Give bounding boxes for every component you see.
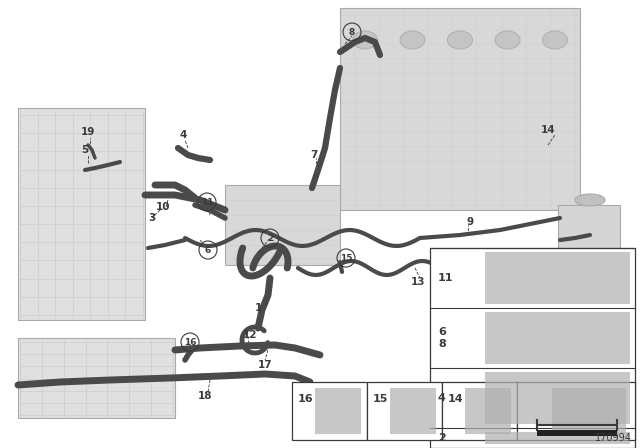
Text: 6
8: 6 8 — [438, 327, 446, 349]
Polygon shape — [225, 185, 340, 265]
Text: 16: 16 — [298, 394, 314, 404]
Text: 4: 4 — [179, 130, 187, 140]
Ellipse shape — [400, 31, 425, 49]
Ellipse shape — [447, 31, 472, 49]
Polygon shape — [18, 338, 175, 418]
Text: 18: 18 — [198, 391, 212, 401]
Text: 4: 4 — [438, 393, 446, 403]
Ellipse shape — [353, 31, 378, 49]
Bar — [485, 432, 630, 444]
Text: 11: 11 — [438, 273, 454, 283]
Polygon shape — [18, 108, 145, 320]
Bar — [292, 382, 367, 440]
Text: 9: 9 — [467, 217, 474, 227]
Text: 16: 16 — [184, 337, 196, 346]
Text: 15: 15 — [373, 394, 388, 404]
Text: 3: 3 — [148, 213, 156, 223]
Text: 2: 2 — [267, 233, 273, 242]
Bar — [485, 372, 630, 424]
Text: 6: 6 — [205, 246, 211, 254]
Bar — [485, 312, 630, 364]
Text: 12: 12 — [243, 330, 257, 340]
Bar — [517, 382, 635, 440]
Text: 11: 11 — [201, 198, 213, 207]
Text: 13: 13 — [411, 277, 425, 287]
Text: 2: 2 — [438, 433, 445, 443]
Bar — [314, 388, 361, 434]
Bar — [430, 248, 635, 448]
Bar — [465, 388, 511, 434]
Text: 10: 10 — [156, 202, 170, 212]
Ellipse shape — [495, 31, 520, 49]
Polygon shape — [558, 205, 620, 320]
Text: 7: 7 — [310, 150, 317, 160]
Text: 170994: 170994 — [595, 433, 632, 443]
Bar — [442, 382, 517, 440]
Text: 1: 1 — [254, 303, 262, 313]
Bar — [367, 382, 442, 440]
Bar — [552, 388, 625, 434]
Text: 17: 17 — [258, 360, 272, 370]
Text: 15: 15 — [340, 254, 352, 263]
Ellipse shape — [543, 31, 568, 49]
Ellipse shape — [575, 194, 605, 206]
Polygon shape — [340, 8, 580, 210]
Bar — [537, 430, 617, 436]
Text: 8: 8 — [349, 27, 355, 36]
Bar — [390, 388, 436, 434]
Text: 19: 19 — [81, 127, 95, 137]
Text: 14: 14 — [448, 394, 463, 404]
Text: 14: 14 — [541, 125, 556, 135]
Text: 5: 5 — [81, 145, 88, 155]
Bar — [485, 252, 630, 304]
